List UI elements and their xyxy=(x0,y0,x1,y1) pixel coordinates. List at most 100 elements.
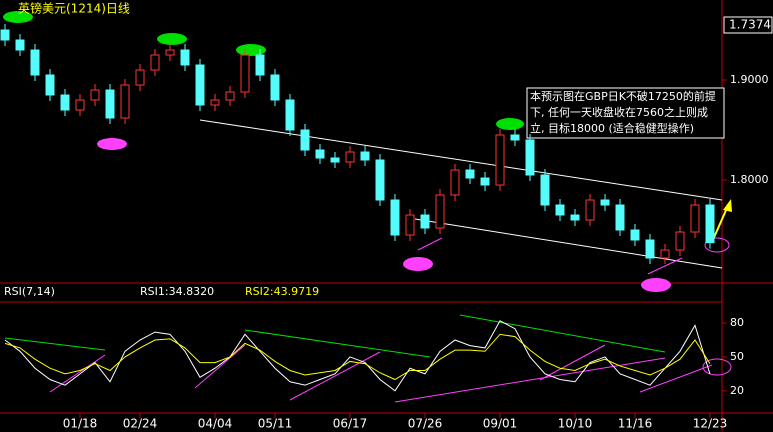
rsi-trend-line xyxy=(459,314,666,353)
candle-body xyxy=(390,199,400,236)
candle-body xyxy=(135,69,145,86)
candle-body xyxy=(690,204,700,233)
candle-body xyxy=(570,214,580,221)
candle-body xyxy=(120,84,130,119)
legend-entry: RSI1:34.8320 xyxy=(140,285,214,298)
rsi-trend-line xyxy=(194,344,246,389)
rsi-trend-line xyxy=(49,354,106,393)
chart-title: 英镑美元(1214)日线 xyxy=(18,1,130,16)
candle-body xyxy=(15,39,25,51)
annotation-box xyxy=(526,87,725,139)
marker xyxy=(702,358,732,376)
marker xyxy=(97,138,127,150)
candle-body xyxy=(0,29,10,41)
legend-entry: RSI2:43.9719 xyxy=(245,285,319,298)
candle-body xyxy=(540,174,550,206)
candle-body xyxy=(405,214,415,236)
candle-body xyxy=(375,159,385,201)
candle-body xyxy=(585,199,595,221)
candle-body xyxy=(480,177,490,186)
marker xyxy=(3,11,33,23)
candle-body xyxy=(285,99,295,131)
rsi-title: RSI(7,14) xyxy=(4,285,55,298)
candle-body xyxy=(150,54,160,71)
candle-body xyxy=(465,169,475,179)
candle-body xyxy=(630,229,640,241)
last-price-box xyxy=(723,16,773,34)
support-line xyxy=(647,257,683,275)
support-line xyxy=(417,237,443,251)
x-tick-label: 02/24 xyxy=(123,417,158,431)
candle-body xyxy=(705,204,715,244)
rsi-trend-line xyxy=(244,329,431,358)
marker xyxy=(236,44,266,56)
rsi-trend-line xyxy=(539,344,606,381)
y-tick-label: 1.9000 xyxy=(730,73,769,86)
marker xyxy=(641,278,671,292)
x-tick-label: 11/16 xyxy=(618,417,653,431)
candle-body xyxy=(615,204,625,231)
marker xyxy=(496,118,524,130)
x-tick-label: 07/26 xyxy=(408,417,443,431)
candle-body xyxy=(510,134,520,141)
candle-body xyxy=(90,89,100,101)
candle-body xyxy=(75,99,85,111)
candle-body xyxy=(255,54,265,76)
y-tick-label: 20 xyxy=(730,384,744,397)
rsi-line xyxy=(4,320,711,392)
rsi-line xyxy=(4,333,711,381)
y-tick-label: 80 xyxy=(730,316,744,329)
rsi-trend-line xyxy=(4,337,106,351)
annotation-text: 下, 任何一天收盘收在7560之上则成 xyxy=(530,105,708,119)
candle-body xyxy=(315,149,325,159)
annotation-text: 本预示图在GBP日K不破17250的前提 xyxy=(530,89,716,103)
rsi-trend-line xyxy=(289,351,381,401)
last-price-label: 1.7374 xyxy=(729,18,771,32)
channel-line xyxy=(414,218,723,269)
candle-body xyxy=(345,151,355,163)
candle-body xyxy=(165,49,175,56)
candle-body xyxy=(360,151,370,161)
candle-body xyxy=(645,239,655,259)
candle-body xyxy=(60,94,70,111)
rsi-trend-line xyxy=(639,364,713,393)
candle-body xyxy=(225,91,235,101)
x-tick-label: 09/01 xyxy=(483,417,518,431)
candle-body xyxy=(105,89,115,119)
x-tick-label: 05/11 xyxy=(258,417,293,431)
rsi-trend-line xyxy=(394,357,666,403)
candle-body xyxy=(210,99,220,106)
candle-body xyxy=(270,74,280,101)
y-tick-label: 1.8000 xyxy=(730,173,769,186)
candle-body xyxy=(30,49,40,76)
candle-body xyxy=(495,134,505,186)
x-tick-label: 04/04 xyxy=(198,417,233,431)
y-tick-label: 50 xyxy=(730,350,744,363)
marker xyxy=(157,33,187,45)
candle-body xyxy=(525,139,535,176)
x-tick-label: 01/18 xyxy=(63,417,98,431)
candle-body xyxy=(240,54,250,93)
x-tick-label: 06/17 xyxy=(333,417,368,431)
candle-body xyxy=(600,199,610,206)
marker xyxy=(704,237,730,253)
candle-body xyxy=(450,169,460,196)
candle-body xyxy=(435,194,445,229)
candle-body xyxy=(420,214,430,229)
candle-body xyxy=(300,129,310,151)
candle-body xyxy=(45,74,55,96)
candle-body xyxy=(195,64,205,106)
channel-line xyxy=(199,119,723,201)
arrow-head xyxy=(723,199,732,212)
candle-body xyxy=(180,49,190,66)
x-tick-label: 12/23 xyxy=(693,417,728,431)
candle-body xyxy=(330,157,340,163)
candle-body xyxy=(675,231,685,251)
annotations xyxy=(3,11,732,403)
x-tick-label: 10/10 xyxy=(558,417,593,431)
candle-body xyxy=(660,249,670,259)
annotation-text: 立, 目标18000 (适合稳健型操作) xyxy=(530,121,694,135)
candle-body xyxy=(555,204,565,216)
marker xyxy=(403,257,433,271)
